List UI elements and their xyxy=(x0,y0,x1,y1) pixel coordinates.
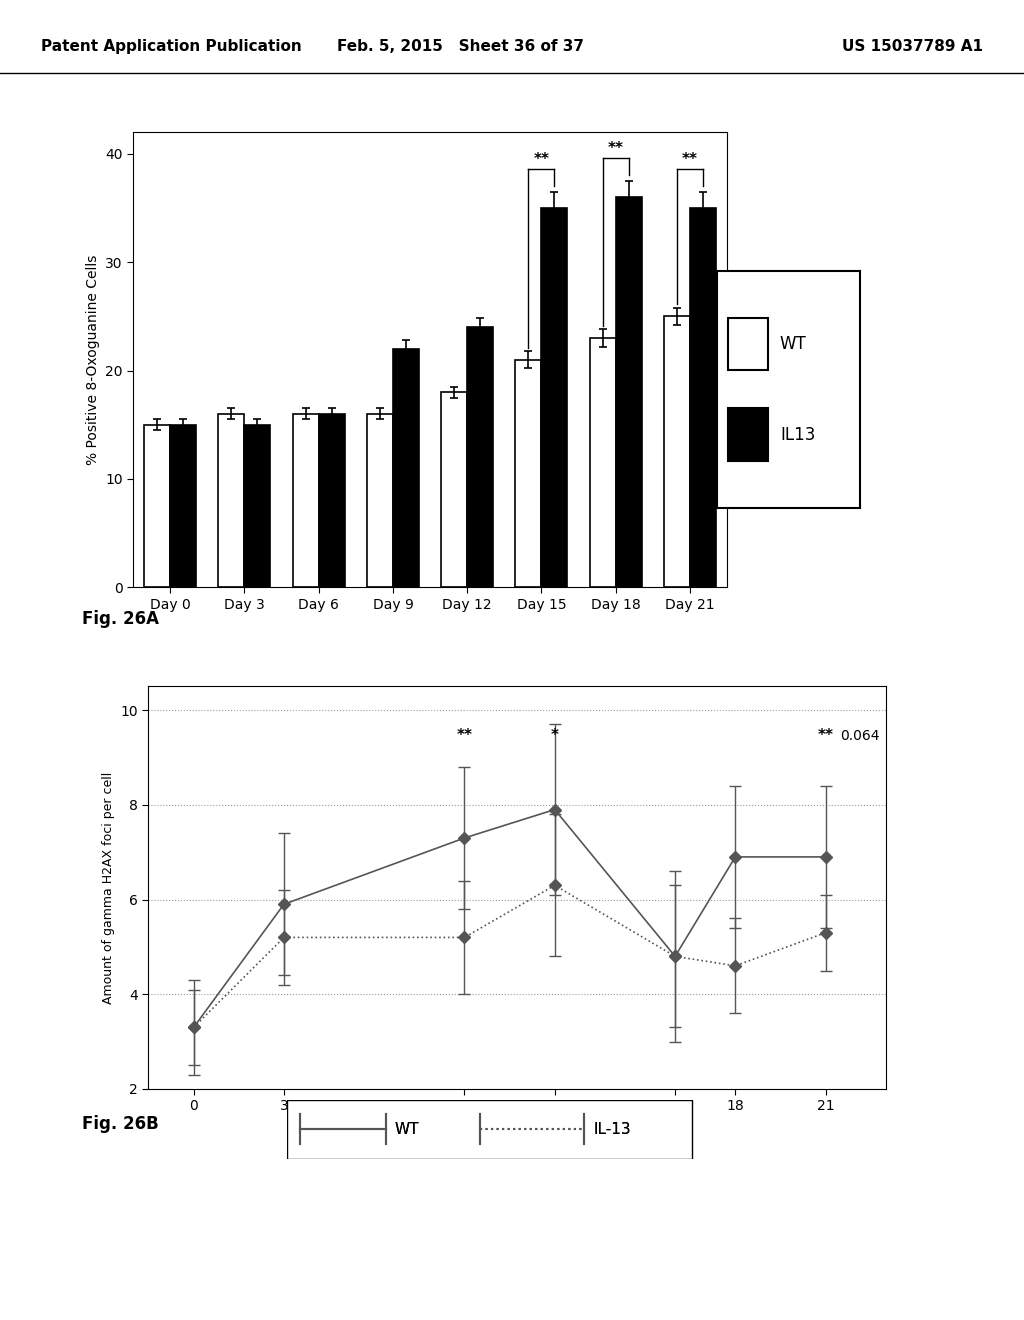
Text: Fig. 26A: Fig. 26A xyxy=(82,610,159,628)
Text: WT: WT xyxy=(395,1122,420,1137)
Text: US 15037789 A1: US 15037789 A1 xyxy=(842,38,983,54)
Text: IL-13: IL-13 xyxy=(593,1122,631,1137)
Bar xyxy=(542,209,567,587)
Text: *: * xyxy=(551,729,559,743)
Text: WT: WT xyxy=(395,1122,420,1137)
Bar xyxy=(590,338,615,587)
Bar xyxy=(467,327,494,587)
Text: **: ** xyxy=(457,729,472,743)
Bar xyxy=(615,197,642,587)
X-axis label: Days: Days xyxy=(498,1119,537,1134)
Bar xyxy=(515,360,542,587)
Bar xyxy=(218,414,245,587)
Bar xyxy=(441,392,467,587)
Bar xyxy=(318,414,345,587)
Bar xyxy=(728,408,768,461)
Y-axis label: Amount of gamma H2AX foci per cell: Amount of gamma H2AX foci per cell xyxy=(101,772,115,1003)
Text: Patent Application Publication: Patent Application Publication xyxy=(41,38,302,54)
Text: WT: WT xyxy=(780,335,807,354)
Bar xyxy=(690,209,716,587)
Text: **: ** xyxy=(534,152,550,166)
Bar xyxy=(170,425,197,587)
Text: **: ** xyxy=(682,152,698,166)
Text: Fig. 26B: Fig. 26B xyxy=(82,1115,159,1134)
Text: IL13: IL13 xyxy=(780,425,815,444)
Text: Feb. 5, 2015   Sheet 36 of 37: Feb. 5, 2015 Sheet 36 of 37 xyxy=(337,38,585,54)
Bar xyxy=(367,414,393,587)
Text: **: ** xyxy=(607,141,624,156)
Text: IL-13: IL-13 xyxy=(593,1122,631,1137)
Bar xyxy=(728,318,768,371)
Bar xyxy=(144,425,170,587)
Bar xyxy=(393,348,419,587)
Bar xyxy=(664,317,690,587)
Text: **: ** xyxy=(817,729,834,743)
Text: 0.064: 0.064 xyxy=(841,729,880,743)
Bar xyxy=(293,414,318,587)
Y-axis label: % Positive 8-Oxoguanine Cells: % Positive 8-Oxoguanine Cells xyxy=(86,255,99,465)
Bar xyxy=(245,425,270,587)
